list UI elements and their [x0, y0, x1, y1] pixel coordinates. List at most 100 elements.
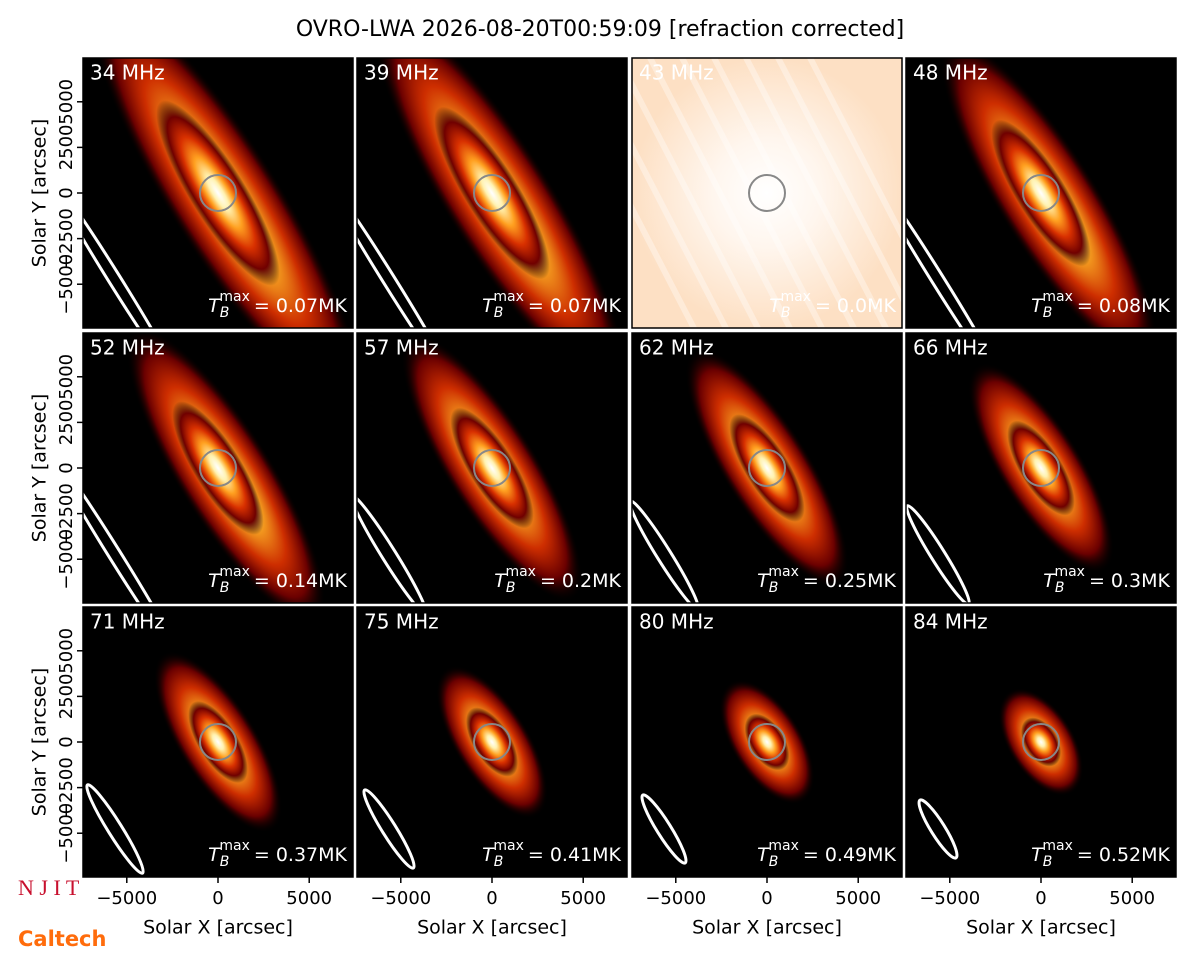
annotation-sub: B — [494, 854, 504, 870]
annotation-symbol: T — [494, 570, 507, 592]
panel-frame — [631, 57, 903, 329]
x-tick-label: −5000 — [645, 888, 706, 909]
panel-frame — [905, 332, 1177, 604]
annotation-sup: max — [493, 838, 524, 854]
y-tick-label: 0 — [56, 736, 77, 747]
annotation-value: = 0.52MK — [1077, 844, 1171, 866]
panel-frame — [905, 57, 1177, 329]
panel — [357, 58, 627, 328]
x-tick-label: −5000 — [919, 888, 980, 909]
title: OVRO-LWA 2026-08-20T00:59:09 [refraction… — [296, 17, 904, 42]
annotation-value: = 0.07MK — [254, 295, 348, 317]
annotation-sup: max — [1054, 564, 1085, 580]
solar-disk — [473, 723, 511, 761]
annotation-sub: B — [506, 580, 516, 596]
x-tick-label: −5000 — [96, 888, 157, 909]
annotation-sub: B — [1055, 580, 1065, 596]
y-tick-label: 5000 — [56, 628, 77, 674]
annotation-symbol: T — [1031, 844, 1044, 866]
annotation-sub: B — [494, 305, 504, 321]
y-tick-label: 5000 — [56, 79, 77, 125]
beam — [357, 176, 455, 328]
x-axis-label: Solar X [arcsec] — [143, 917, 293, 939]
annotation-sup: max — [1042, 838, 1073, 854]
panel — [632, 607, 902, 877]
annotation-sup: max — [219, 289, 250, 305]
annotation: TBmax = 0.2MK — [494, 564, 621, 596]
annotation-value: = 0.49MK — [803, 844, 897, 866]
beam — [357, 494, 429, 603]
solar-disk — [1022, 723, 1060, 761]
solar-disk — [199, 174, 237, 212]
solar-disk — [748, 723, 786, 761]
annotation-sup: max — [493, 289, 524, 305]
annotation-sup: max — [219, 564, 250, 580]
solar-disk — [199, 449, 237, 487]
annotation: TBmax = 0.08MK — [1031, 289, 1170, 321]
solar-disk — [473, 449, 511, 487]
annotation: TBmax = 0.07MK — [482, 289, 621, 321]
annotation-sub: B — [220, 854, 230, 870]
annotation-sup: max — [768, 564, 799, 580]
streak — [806, 58, 902, 243]
panel — [632, 58, 902, 328]
annotation-value: = 0.0MK — [815, 295, 897, 317]
x-axis-label: Solar X [arcsec] — [966, 917, 1116, 939]
beam — [632, 499, 700, 603]
y-axis-label: Solar Y [arcsec] — [29, 119, 51, 267]
annotation-sub: B — [1043, 305, 1053, 321]
panel — [83, 333, 353, 603]
x-axis-label: Solar X [arcsec] — [417, 917, 567, 939]
x-tick-label: −5000 — [370, 888, 431, 909]
x-tick-label: 0 — [1035, 888, 1046, 909]
panel — [632, 333, 902, 603]
solar-disk — [1022, 449, 1060, 487]
emission-core — [991, 119, 1091, 267]
solar-disk — [748, 449, 786, 487]
annotation-symbol: T — [757, 570, 770, 592]
panel — [357, 607, 627, 877]
annotation: TBmax = 0.41MK — [482, 838, 621, 870]
annotation-value: = 0.25MK — [803, 570, 897, 592]
beam — [85, 783, 145, 875]
annotation-sub: B — [769, 854, 779, 870]
panel-label: 34 MHz — [90, 61, 165, 85]
streak — [632, 201, 698, 328]
y-tick-label: 2500 — [56, 399, 77, 445]
streak — [632, 78, 762, 328]
y-tick-label: −5000 — [56, 254, 77, 315]
annotation-value: = 0.41MK — [528, 844, 622, 866]
panel-label: 43 MHz — [639, 61, 714, 85]
x-tick-label: 5000 — [835, 888, 881, 909]
panel-label: 84 MHz — [913, 610, 988, 634]
panel — [906, 607, 1176, 877]
beam — [917, 798, 959, 860]
annotation-value: = 0.3MK — [1089, 570, 1171, 592]
panel-frame — [631, 332, 903, 604]
x-tick-label: 0 — [761, 888, 772, 909]
x-tick-label: 0 — [212, 888, 223, 909]
annotation-sup: max — [768, 838, 799, 854]
panel — [906, 58, 1176, 328]
panel-label: 62 MHz — [639, 336, 714, 360]
annotation-value: = 0.08MK — [1077, 295, 1171, 317]
annotation: TBmax = 0.37MK — [208, 838, 347, 870]
streak — [678, 58, 826, 328]
y-tick-label: 2500 — [56, 124, 77, 170]
emission-core — [465, 707, 519, 777]
y-tick-label: −5000 — [56, 529, 77, 590]
panel-frame — [356, 332, 628, 604]
y-tick-label: 0 — [56, 187, 77, 198]
beam — [906, 176, 1004, 328]
panel — [83, 58, 353, 328]
beam — [83, 451, 181, 603]
panel — [906, 333, 1176, 603]
logo: N J I T — [18, 875, 80, 900]
annotation-symbol: T — [769, 295, 782, 317]
annotation-symbol: T — [757, 844, 770, 866]
x-tick-label: 5000 — [286, 888, 332, 909]
emission-core — [172, 401, 264, 535]
annotation-sub: B — [220, 580, 230, 596]
solar-disk — [1022, 174, 1060, 212]
emission-core — [188, 700, 248, 784]
